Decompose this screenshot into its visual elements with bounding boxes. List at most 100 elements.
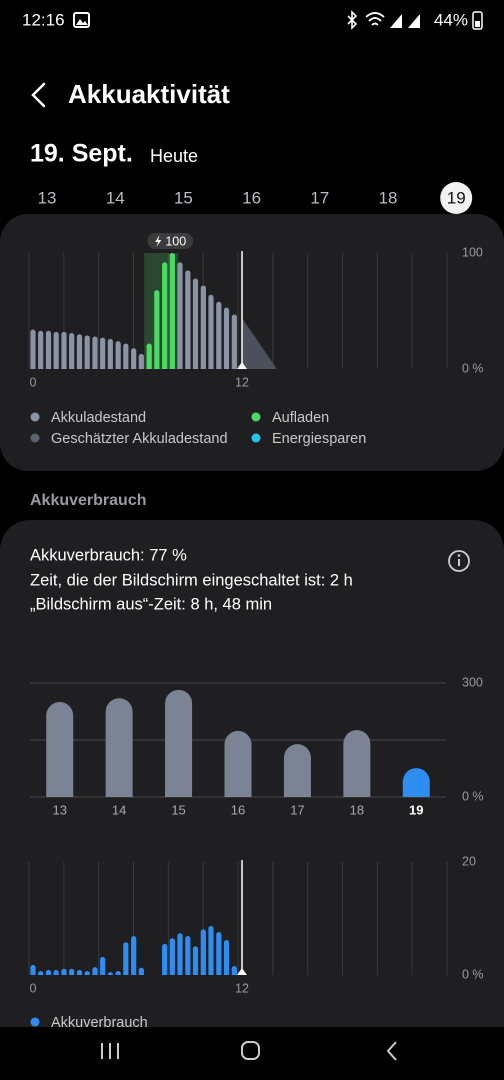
bar[interactable] [343,730,371,797]
bar [84,971,90,975]
bar[interactable] [283,744,311,797]
legend-label: Akkuverbrauch [51,1015,148,1031]
legend-dot [30,1017,40,1027]
date-item[interactable]: 19 [447,188,466,207]
bar [162,943,168,975]
date-item[interactable]: 15 [174,188,193,207]
back-nav-button[interactable] [386,1041,397,1061]
date-item[interactable]: 13 [38,188,57,207]
legend-dot [251,433,261,443]
bar [185,936,191,975]
legend-dot [30,433,40,443]
bar [69,968,75,975]
bar [208,294,214,369]
bar [61,968,67,975]
date-item[interactable]: 17 [310,188,329,207]
legend-label: Aufladen [272,410,329,426]
legend-dot [30,412,40,422]
bar [115,971,121,975]
x-tick-label: 0 [30,375,37,389]
home-button[interactable] [241,1041,260,1060]
x-tick-label: 15 [171,802,185,817]
signal-icon [408,14,420,28]
bar [38,971,44,975]
bar [123,343,129,369]
back-button[interactable] [31,82,46,108]
usage-line: Zeit, die der Bildschirm eingeschaltet i… [30,571,353,589]
bar [30,329,36,369]
bar [192,946,199,975]
bar [216,932,222,975]
bar [177,262,183,369]
bar [169,253,175,369]
bar[interactable] [105,698,133,797]
bar [100,337,106,369]
bar [231,314,237,369]
page-title: Akkuaktivität [68,79,230,109]
y-tick-label: 20 [462,854,476,868]
bar [185,270,191,369]
bar [45,969,52,975]
x-tick-label: 13 [52,802,66,817]
bar [162,262,168,369]
y-tick-label: 0 % [462,361,484,375]
battery-icon [472,11,483,30]
wifi-icon [365,12,385,26]
x-tick-label: 16 [231,802,245,817]
y-tick-label: 0 % [462,967,484,981]
legend-label: Geschätzter Akkuladestand [51,431,228,447]
gallery-icon [73,12,90,28]
now-marker [237,362,247,369]
section-heading: Akkuverbrauch [30,492,147,509]
bar [53,969,59,975]
date-item[interactable]: 16 [242,188,261,207]
bar[interactable] [46,702,74,797]
bar [192,278,199,369]
bar [123,942,129,975]
usage-line: Akkuverbrauch: 77 % [30,546,187,564]
usage-card [0,520,504,1080]
bar [231,965,237,975]
bar [30,964,36,975]
nav-buttons [101,1041,397,1061]
now-marker [237,968,247,975]
date-item[interactable]: 14 [106,188,125,207]
legend-label: Energiesparen [272,431,366,447]
charge-label: 100 [165,234,186,248]
dynamic-layer: 13 14 15 16 17 18 19 100 0 % 0 12 100 Akkuladestand A… [28,182,484,1031]
x-tick-label: 14 [112,802,126,817]
y-tick-label: 100 [462,245,483,259]
bar [223,307,230,369]
bar [100,956,106,975]
bar [38,330,44,369]
y-tick-label: 300 [462,675,483,689]
bar[interactable] [402,768,430,797]
x-tick-label: 18 [350,802,364,817]
bar[interactable] [224,730,252,797]
info-button[interactable] [448,550,470,572]
bar [115,341,121,369]
date-item[interactable]: 18 [379,188,398,207]
bar [76,969,83,975]
bar [223,939,230,975]
x-tick-label: 12 [235,375,249,389]
nav-bar [0,1027,504,1080]
bar [200,929,206,975]
bar [146,343,152,369]
status-battery: 44% [434,10,468,29]
signal-icon [390,14,402,28]
date-relative: Heute [150,146,198,166]
estimate-area [242,317,277,369]
status-time: 12:16 [22,10,65,29]
bar [208,925,214,975]
bar [107,338,113,369]
x-tick-label: 19 [409,802,423,817]
bolt-icon [155,235,162,247]
recent-button[interactable] [101,1043,119,1059]
legend-label: Akkuladestand [51,410,146,426]
bar [107,972,113,975]
bar[interactable] [165,689,193,797]
info-bar [458,559,460,566]
